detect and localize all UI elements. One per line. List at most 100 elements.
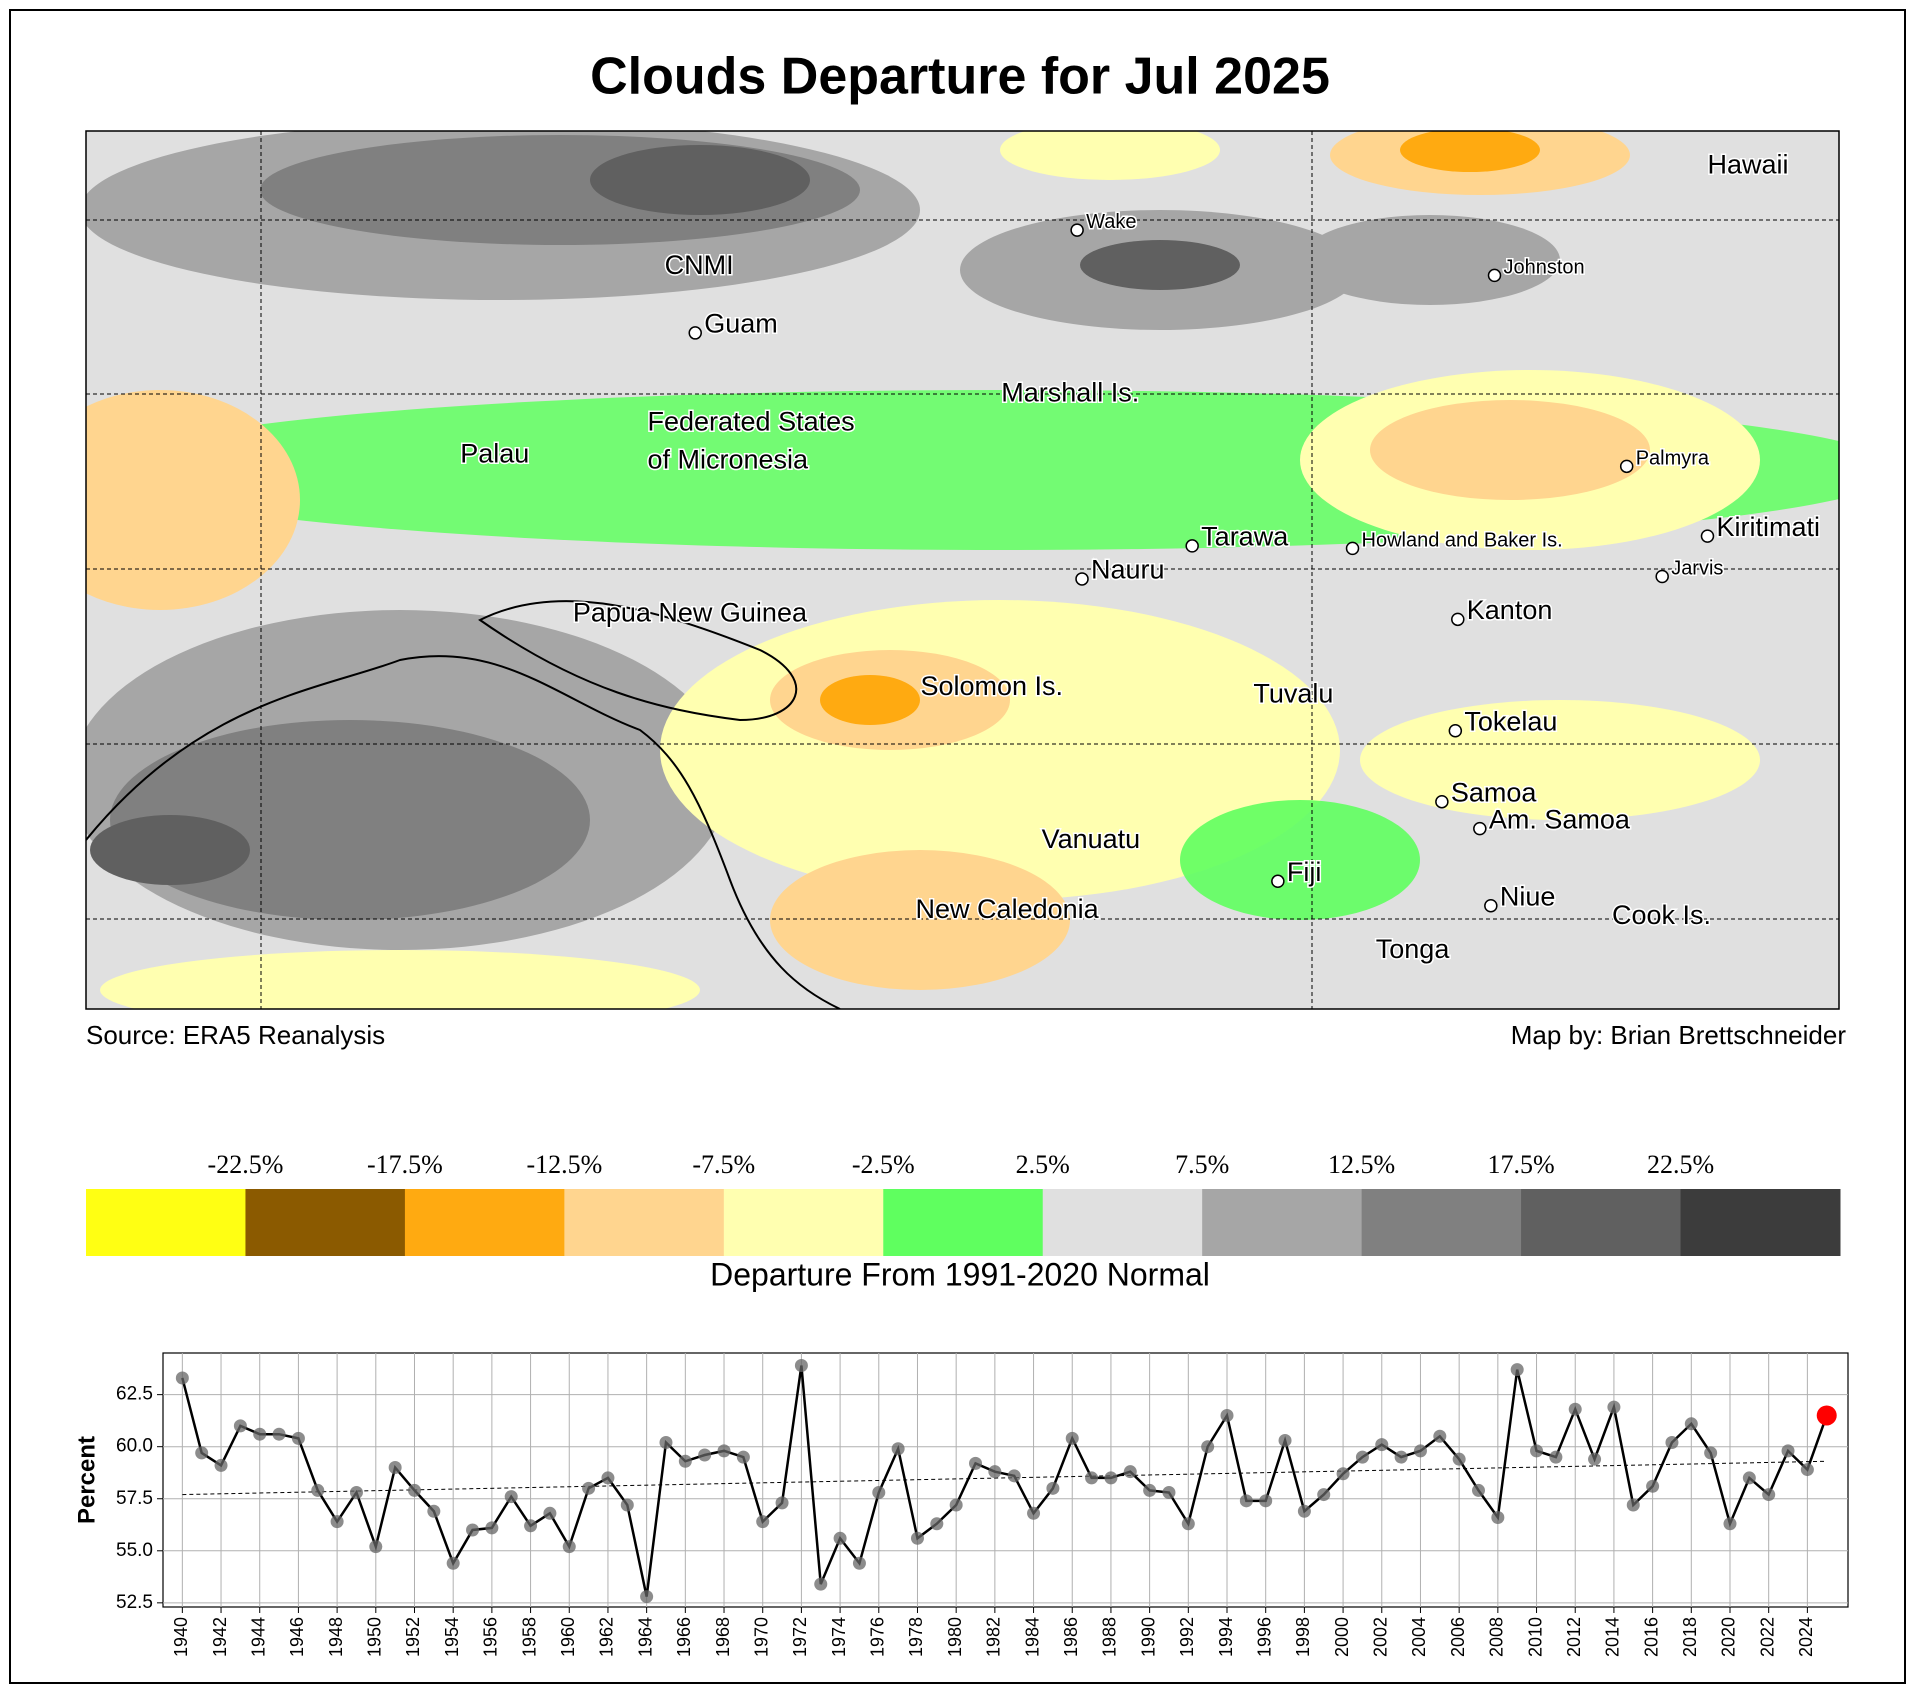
point [1278,1433,1292,1447]
x-tick-label: 2010 [1525,1617,1545,1657]
point [1433,1429,1447,1443]
place-label: Federated States [647,407,854,437]
colorbar-tick-label: 7.5% [1175,1150,1229,1179]
point [1162,1485,1176,1499]
point [195,1446,209,1460]
x-tick-label: 2022 [1757,1617,1777,1657]
point [562,1540,576,1554]
x-tick-label: 1992 [1177,1617,1197,1657]
point [1123,1465,1137,1479]
point [1085,1471,1099,1485]
point [891,1442,905,1456]
place-label: Fiji [1287,857,1322,887]
x-tick-label: 1962 [597,1617,617,1657]
point [1704,1446,1718,1460]
colorbar-swatch [1202,1189,1363,1256]
point [582,1481,596,1495]
point [678,1454,692,1468]
x-tick-label: 1970 [751,1617,771,1657]
point [1355,1450,1369,1464]
point [1027,1506,1041,1520]
place-marker [1700,529,1715,543]
point [756,1515,770,1529]
place-marker [1435,794,1449,809]
x-tick-label: 1996 [1254,1617,1274,1657]
point [1239,1494,1253,1508]
point [601,1471,615,1485]
map-field [86,131,1839,1009]
point [620,1498,634,1512]
x-tick-label: 2020 [1719,1617,1739,1657]
point [388,1461,402,1475]
point [1510,1363,1524,1377]
y-tick-label: 52.5 [116,1592,153,1613]
x-tick-label: 2016 [1641,1617,1661,1657]
colorbar-swatch [86,1189,246,1256]
place-label: of Micronesia [647,445,809,475]
point [794,1358,808,1372]
x-tick-label: 1984 [1022,1617,1042,1657]
point [852,1556,866,1570]
point [1336,1467,1350,1481]
point [311,1483,325,1497]
place-label: Kanton [1467,595,1553,625]
x-tick-label: 1980 [945,1617,965,1657]
x-tick-label: 1958 [519,1617,539,1657]
x-tick-label: 1944 [248,1617,268,1657]
point [272,1427,286,1441]
x-tick-label: 1950 [365,1617,385,1657]
point [1607,1400,1621,1414]
point [1742,1471,1756,1485]
point [1723,1517,1737,1531]
x-tick-label: 1946 [287,1617,307,1657]
colorbar-swatch [1521,1189,1682,1256]
map-graticule [86,131,1839,1009]
point [427,1504,441,1518]
point [504,1490,518,1504]
place-label: Wake [1086,211,1136,233]
x-tick-label: 2014 [1603,1617,1623,1657]
colorbar-tick-label: 22.5% [1647,1150,1714,1179]
y-tick-label: 60.0 [116,1436,153,1457]
point [1065,1431,1079,1445]
point [969,1456,983,1470]
point [698,1448,712,1462]
x-tick-label: 1960 [558,1617,578,1657]
point [1375,1438,1389,1452]
colorbar-tick-label: -17.5% [367,1150,443,1179]
place-label: Tonga [1376,934,1451,964]
x-tick-label: 2004 [1409,1617,1429,1657]
point [1646,1479,1660,1493]
point [1297,1504,1311,1518]
place-label: Samoa [1451,778,1538,808]
colorbar-tick-label: 12.5% [1328,1150,1395,1179]
point [1800,1463,1814,1477]
point [1413,1444,1427,1458]
place-label: Vanuatu [1042,824,1141,854]
point [910,1531,924,1545]
point [369,1540,383,1554]
colorbar-swatch [1361,1189,1522,1256]
point [466,1523,480,1537]
place-label: Am. Samoa [1489,804,1631,834]
map-source: Source: ERA5 Reanalysis [86,1020,385,1050]
place-label: Tuvalu [1253,678,1333,708]
y-axis-label: Percent [73,1436,100,1524]
x-tick-label: 1986 [1061,1617,1081,1657]
colorbar-swatch [564,1189,725,1256]
x-tick-label: 1948 [326,1617,346,1657]
x-tick-label: 1964 [635,1617,655,1657]
point [833,1531,847,1545]
point [407,1483,421,1497]
point [1259,1494,1273,1508]
place-marker [1484,899,1498,913]
title: Clouds Departure for Jul 2025 [590,48,1330,106]
colorbar-swatch [245,1189,406,1256]
point [485,1521,499,1535]
point [233,1419,247,1433]
point [1684,1417,1698,1431]
point [1781,1444,1795,1458]
x-tick-label: 1988 [1100,1617,1120,1657]
point [1007,1469,1021,1483]
